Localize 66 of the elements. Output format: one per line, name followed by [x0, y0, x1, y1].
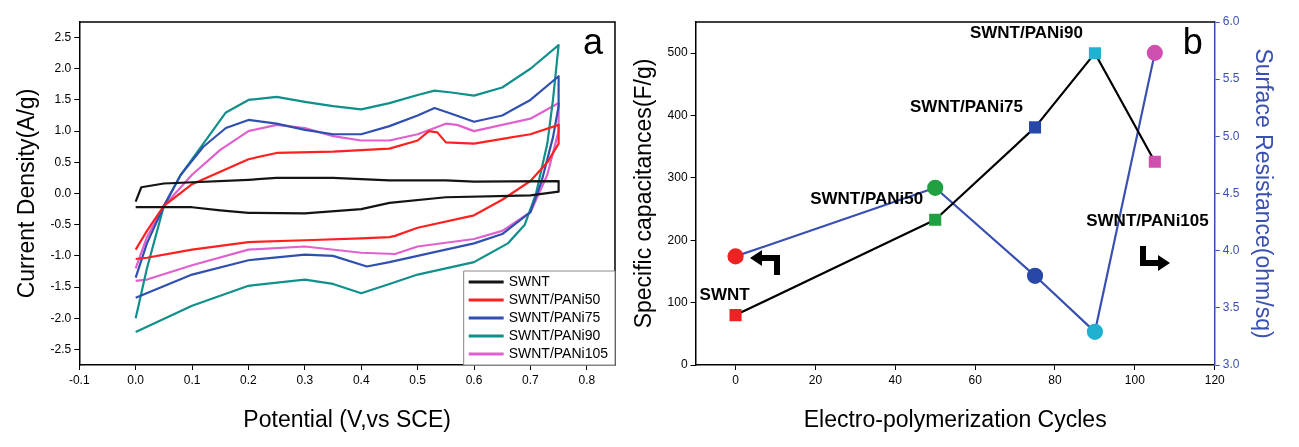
legend-label: SWNT/PANi50	[508, 290, 601, 307]
point	[1028, 121, 1042, 134]
y-axis-title: Specific capacitances(F/g)	[630, 58, 657, 329]
annotation: a	[582, 20, 604, 62]
y-tick-label: -2.0	[50, 310, 72, 325]
point	[1088, 47, 1101, 60]
x-tick-label: -0.1	[68, 372, 90, 387]
y2-tick-label: 3.0	[1222, 357, 1240, 372]
legend-label: SWNT/PANi105	[508, 344, 609, 361]
y-tick-label: 0.0	[54, 185, 72, 200]
y-tick-label: 400	[667, 107, 688, 122]
point	[1146, 44, 1163, 61]
x-tick-label: 0.2	[240, 372, 258, 387]
point	[1086, 323, 1104, 340]
y-tick-label: -2.5	[50, 341, 72, 356]
y-axis-title: Current Density(A/g)	[13, 88, 40, 299]
point	[929, 213, 942, 226]
y2-tick-label: 3.5	[1222, 300, 1240, 315]
x-tick-label: 0.3	[296, 372, 314, 387]
y-tick-label: 2.0	[54, 61, 72, 76]
y2-tick-label: 6.0	[1222, 14, 1240, 29]
x-tick-label: 0.5	[409, 372, 427, 387]
x-tick-label: 0	[732, 372, 740, 387]
y-tick-label: 200	[667, 232, 688, 247]
legend-label: SWNT	[508, 272, 551, 289]
y2-axis-title: Surface Resistance(ohm/sq)	[1250, 48, 1277, 339]
x-tick-label: 0.1	[183, 372, 201, 387]
y-tick-label: 2.5	[54, 29, 72, 44]
y-tick-label: 1.5	[54, 92, 72, 107]
y-tick-label: 100	[667, 294, 688, 309]
x-tick-label: 80	[1048, 372, 1062, 387]
point	[1148, 155, 1161, 168]
x-tick-label: 40	[888, 372, 903, 387]
x-tick-label: 0.8	[578, 372, 596, 387]
y-tick-label: -0.5	[50, 216, 72, 231]
y2-tick-label: 4.0	[1222, 242, 1240, 257]
annotation: SWNT/PANi90	[969, 22, 1083, 42]
x-tick-label: 0.0	[127, 372, 145, 387]
x-axis-title: Electro-polymerization Cycles	[803, 405, 1107, 432]
y-tick-label: 500	[667, 45, 688, 60]
legend-label: SWNT/PANi90	[508, 326, 601, 343]
point	[729, 309, 742, 322]
x-tick-label: 0.4	[352, 372, 370, 387]
point	[927, 179, 944, 196]
y2-tick-label: 5.5	[1222, 71, 1240, 86]
y-tick-label: 300	[667, 170, 688, 185]
y-tick-label: -1.0	[50, 248, 72, 263]
y-tick-label: 0.5	[54, 154, 72, 169]
x-tick-label: 120	[1204, 372, 1226, 387]
annotation: SWNT	[699, 284, 751, 304]
point	[1026, 267, 1044, 284]
y2-tick-label: 5.0	[1222, 128, 1240, 143]
annotation: SWNT/PANi75	[910, 97, 1024, 117]
y-tick-label: 0	[680, 357, 688, 372]
y-tick-label: -1.5	[50, 279, 72, 294]
y-tick-label: 1.0	[54, 123, 72, 138]
legend-label: SWNT/PANi75	[508, 308, 601, 325]
x-tick-label: 60	[968, 372, 983, 387]
point	[727, 248, 744, 265]
y2-tick-label: 4.5	[1222, 185, 1240, 200]
x-tick-label: 20	[808, 372, 823, 387]
annotation: b	[1182, 20, 1203, 62]
x-axis-title: Potential (V,vs SCE)	[243, 405, 451, 432]
x-tick-label: 0.7	[522, 372, 540, 387]
x-tick-label: 0.6	[465, 372, 483, 387]
x-tick-label: 100	[1124, 372, 1146, 387]
